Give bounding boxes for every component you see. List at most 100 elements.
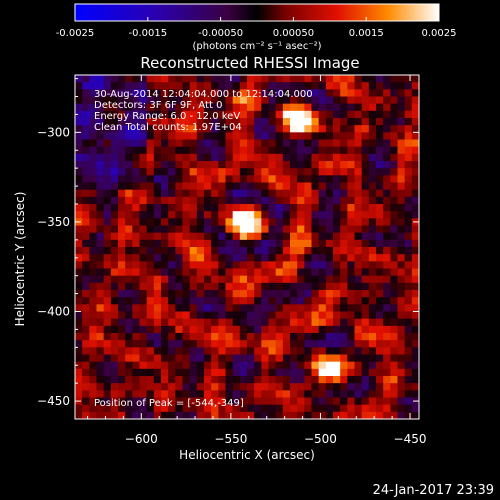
heatmap-cell xyxy=(254,397,262,406)
heatmap-cell xyxy=(161,161,169,169)
heatmap-cell xyxy=(139,347,148,355)
heatmap-cell xyxy=(239,390,248,398)
heatmap-cell xyxy=(118,297,126,305)
heatmap-cell xyxy=(239,175,248,183)
heatmap-cell xyxy=(390,404,398,413)
heatmap-cell xyxy=(175,290,183,298)
heatmap-cell xyxy=(390,204,398,212)
heatmap-cell xyxy=(232,82,241,90)
heatmap-cell xyxy=(282,282,291,291)
heatmap-cell xyxy=(390,254,398,262)
heatmap-cell xyxy=(218,311,226,320)
heatmap-cell xyxy=(146,125,155,133)
heatmap-cell xyxy=(175,103,183,112)
heatmap-cell xyxy=(175,232,183,241)
heatmap-cell xyxy=(139,96,148,105)
heatmap-cell xyxy=(376,354,384,363)
heatmap-cell xyxy=(189,211,198,219)
heatmap-cell xyxy=(411,254,419,262)
heatmap-cell xyxy=(146,103,155,112)
heatmap-cell xyxy=(110,368,119,377)
heatmap-cell xyxy=(232,96,241,105)
heatmap-cell xyxy=(118,261,126,269)
heatmap-cell xyxy=(89,282,97,291)
heatmap-cell xyxy=(96,189,105,198)
heatmap-cell xyxy=(232,75,241,83)
heatmap-cell xyxy=(411,96,419,105)
heatmap-cell xyxy=(125,182,133,191)
heatmap-cell xyxy=(282,361,291,370)
heatmap-cell xyxy=(96,297,105,305)
heatmap-cell xyxy=(89,89,97,97)
heatmap-cell xyxy=(290,232,298,241)
heatmap-cell xyxy=(204,411,212,419)
heatmap-cell xyxy=(96,275,105,284)
heatmap-cell xyxy=(196,132,205,140)
heatmap-cell xyxy=(175,96,183,105)
heatmap-cell xyxy=(311,75,320,83)
heatmap-cell xyxy=(304,175,312,183)
heatmap-cell xyxy=(75,318,83,327)
heatmap-cell xyxy=(282,390,291,398)
heatmap-cell xyxy=(333,118,341,126)
heatmap-cell xyxy=(333,390,341,398)
heatmap-cell xyxy=(247,82,255,90)
heatmap-cell xyxy=(139,175,148,183)
heatmap-cell xyxy=(397,153,406,162)
heatmap-cell xyxy=(354,118,363,126)
heatmap-cell xyxy=(82,146,90,155)
heatmap-cell xyxy=(247,96,255,105)
heatmap-cell xyxy=(347,139,355,148)
heatmap-cell xyxy=(125,82,133,90)
heatmap-cell xyxy=(254,175,262,183)
heatmap-cell xyxy=(311,118,320,126)
heatmap-cell xyxy=(161,325,169,334)
heatmap-cell xyxy=(261,247,269,255)
heatmap-cell xyxy=(75,325,83,334)
heatmap-cell xyxy=(404,361,413,370)
heatmap-cell xyxy=(268,139,277,148)
heatmap-cell xyxy=(82,254,90,262)
heatmap-cell xyxy=(189,118,198,126)
heatmap-cell xyxy=(225,297,234,305)
heatmap-cell xyxy=(368,247,377,255)
heatmap-cell xyxy=(268,397,277,406)
heatmap-cell xyxy=(96,376,105,384)
heatmap-cell xyxy=(110,189,119,198)
plot-frame xyxy=(74,74,420,420)
heatmap-cell xyxy=(383,340,391,348)
heatmap-cell xyxy=(368,161,377,169)
heatmap-cell xyxy=(139,368,148,377)
heatmap-cell xyxy=(132,110,140,119)
heatmap-cell xyxy=(254,261,262,269)
heatmap-cell xyxy=(333,204,341,212)
y-tick-label: −400 xyxy=(37,305,70,319)
heatmap-cell xyxy=(368,182,377,191)
heatmap-cell xyxy=(347,189,355,198)
heatmap-cell xyxy=(304,333,312,341)
heatmap-cell xyxy=(182,354,191,363)
heatmap-cell xyxy=(325,196,334,205)
heatmap-cell xyxy=(96,75,105,83)
heatmap-cell xyxy=(368,82,377,90)
heatmap-cell xyxy=(333,189,341,198)
heatmap-cell xyxy=(354,103,363,112)
heatmap-cell xyxy=(146,354,155,363)
heatmap-cell xyxy=(268,196,277,205)
heatmap-cell xyxy=(268,146,277,155)
heatmap-cell xyxy=(118,132,126,140)
heatmap-cell xyxy=(368,75,377,83)
heatmap-cell xyxy=(204,218,212,226)
heatmap-cell xyxy=(304,376,312,384)
heatmap-cell xyxy=(139,275,148,284)
heatmap-cell xyxy=(96,390,105,398)
heatmap-cell xyxy=(411,146,419,155)
heatmap-cell xyxy=(211,139,219,148)
heatmap-cell xyxy=(161,239,169,248)
heatmap-cell xyxy=(347,361,355,370)
heatmap-cell xyxy=(132,261,140,269)
heatmap-cell xyxy=(110,175,119,183)
heatmap-cell xyxy=(304,132,312,140)
heatmap-cell xyxy=(290,196,298,205)
heatmap-cell xyxy=(297,204,305,212)
